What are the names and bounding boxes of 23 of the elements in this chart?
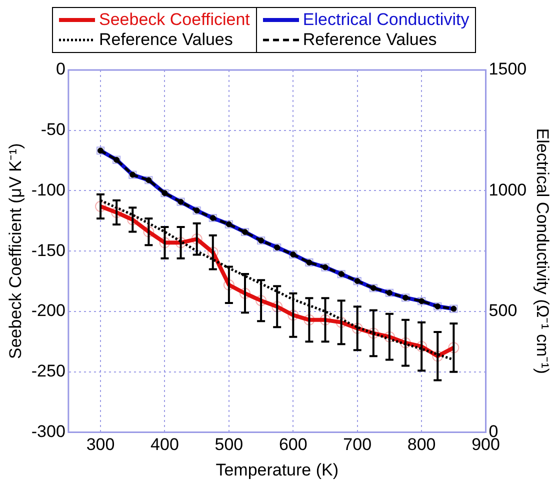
y-tick-label: -50 <box>40 120 66 140</box>
y2-tick-label: 1500 <box>488 60 527 79</box>
y-tick-label: -300 <box>31 422 66 441</box>
y-tick-label: -200 <box>31 301 66 320</box>
legend-label: Seebeck Coefficient <box>99 10 250 30</box>
legend-label: Electrical Conductivity <box>302 10 470 30</box>
y-tick-label: -100 <box>31 180 66 200</box>
x-axis-title: Temperature (K) <box>216 460 339 480</box>
x-tick-label: 400 <box>150 435 179 454</box>
y-tick-label: 0 <box>56 60 66 79</box>
y2-tick-label: 500 <box>488 301 518 320</box>
y-axis-title: Seebeck Coefficient (μV K⁻¹) <box>6 143 25 359</box>
x-tick-label: 700 <box>343 435 372 454</box>
y2-tick-label: 1000 <box>488 180 527 200</box>
y-tick-label: -150 <box>31 240 66 260</box>
x-tick-label: 300 <box>86 435 115 454</box>
x-tick-label: 500 <box>214 435 244 454</box>
x-tick-label: 600 <box>278 435 308 454</box>
y-tick-label: -250 <box>31 362 66 381</box>
y2-axis-title: Electrical Conductivity (Ω⁻¹ cm⁻¹) <box>533 128 552 374</box>
x-tick-label: 800 <box>407 435 436 454</box>
legend-label: Reference Values <box>302 30 437 50</box>
legend-label: Reference Values <box>99 30 233 50</box>
